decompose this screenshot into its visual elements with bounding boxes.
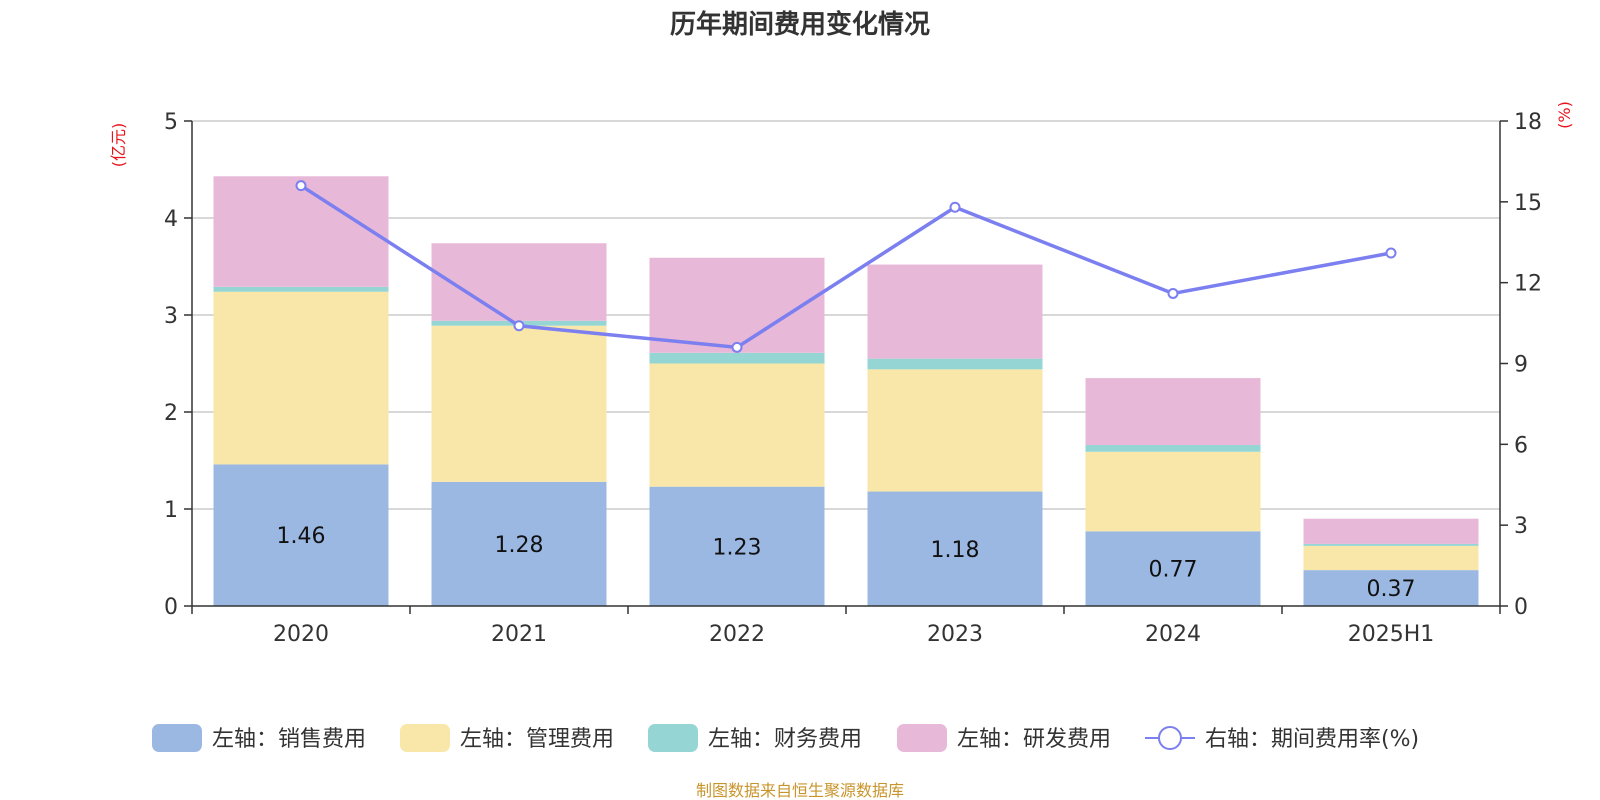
bar-segment [867, 358, 1043, 370]
legend-item: 左轴：销售费用 [152, 724, 366, 752]
bar-segment [649, 363, 825, 487]
rate-point [1385, 247, 1397, 259]
bar-segment [431, 243, 607, 321]
x-axis-tick-label: 2023 [927, 622, 983, 647]
bar-segment [1303, 518, 1479, 544]
x-axis-tick-label: 2021 [491, 622, 547, 647]
bar-segment [649, 352, 825, 364]
legend-item: 左轴：研发费用 [897, 724, 1111, 752]
legend-item: 左轴：管理费用 [400, 724, 614, 752]
left-axis-tick-label: 1 [164, 498, 178, 523]
legend-label: 左轴：财务费用 [708, 727, 862, 752]
right-axis-tick-label: 9 [1514, 353, 1528, 378]
chart-title: 历年期间费用变化情况 [670, 9, 930, 40]
legend-swatch [648, 724, 698, 752]
bar-value-label: 1.18 [931, 538, 980, 563]
bar-segment [867, 264, 1043, 359]
right-axis-tick-label: 3 [1514, 514, 1528, 539]
right-axis-tick-label: 15 [1514, 191, 1542, 216]
legend-item: 右轴：期间费用率(%) [1145, 726, 1419, 752]
right-axis-tick-label: 12 [1514, 272, 1542, 297]
bar-segment [1085, 444, 1261, 452]
x-axis-tick-label: 2020 [273, 622, 329, 647]
source-note: 制图数据来自恒生聚源数据库 [696, 781, 904, 800]
bar-value-label: 0.37 [1367, 577, 1416, 602]
left-axis-tick-label: 4 [164, 207, 178, 232]
bar-value-label: 1.28 [495, 533, 544, 558]
right-axis-unit: (%) [1555, 101, 1574, 129]
rate-line-path [300, 184, 1392, 350]
right-axis-tick-label: 6 [1514, 433, 1528, 458]
rate-point [295, 180, 307, 192]
rate-point [1167, 287, 1179, 299]
legend: 左轴：销售费用 左轴：管理费用 左轴：财务费用 左轴：研发费用 右轴：期间费用率(%) [152, 724, 1419, 752]
bar-segment [1085, 378, 1261, 445]
left-axis-tick-label: 0 [164, 595, 178, 620]
bar-value-label: 0.77 [1149, 558, 1198, 583]
legend-swatch [152, 724, 202, 752]
bar-segment [1303, 545, 1479, 571]
bar-segment [1303, 543, 1479, 546]
legend-marker-swatch [1158, 726, 1182, 750]
rate-point [949, 201, 961, 213]
legend-item: 左轴：财务费用 [648, 724, 862, 752]
bar-segment [867, 369, 1043, 492]
left-axis-tick-label: 5 [164, 110, 178, 135]
rate-point [513, 320, 525, 332]
x-axis-tick-label: 2024 [1145, 622, 1201, 647]
legend-label: 左轴：管理费用 [460, 727, 614, 752]
legend-label: 左轴：研发费用 [957, 727, 1111, 752]
bars: 1.46 1.28 1.23 1.18 0.77 0.37 [213, 176, 1479, 606]
x-axis-tick-label: 2022 [709, 622, 765, 647]
bar-segment [213, 176, 389, 287]
bar-segment [213, 464, 389, 606]
bar-value-label: 1.23 [713, 535, 762, 560]
bar-segment [431, 481, 607, 606]
legend-label: 左轴：销售费用 [212, 727, 366, 752]
rate-line [295, 180, 1397, 353]
rate-point [731, 341, 743, 353]
bar-segment [1303, 570, 1479, 606]
x-axis-tick-label: 2025H1 [1348, 622, 1435, 647]
left-axis-unit: (亿元) [109, 123, 128, 168]
bar-segment [649, 257, 825, 353]
bar-segment [213, 286, 389, 292]
bar-segment [1085, 451, 1261, 532]
bar-segment [213, 291, 389, 465]
bar-segment [649, 486, 825, 606]
legend-swatch [897, 724, 947, 752]
left-axis-tick-label: 3 [164, 304, 178, 329]
bar-segment [1085, 531, 1261, 606]
bar-value-label: 1.46 [277, 524, 326, 549]
left-axis-tick-label: 2 [164, 401, 178, 426]
legend-swatch [400, 724, 450, 752]
bar-segment [867, 491, 1043, 606]
bar-segment [431, 325, 607, 482]
legend-label: 右轴：期间费用率(%) [1205, 727, 1419, 752]
right-axis-tick-label: 18 [1514, 110, 1542, 135]
right-axis-tick-label: 0 [1514, 595, 1528, 620]
grid [192, 120, 1500, 510]
